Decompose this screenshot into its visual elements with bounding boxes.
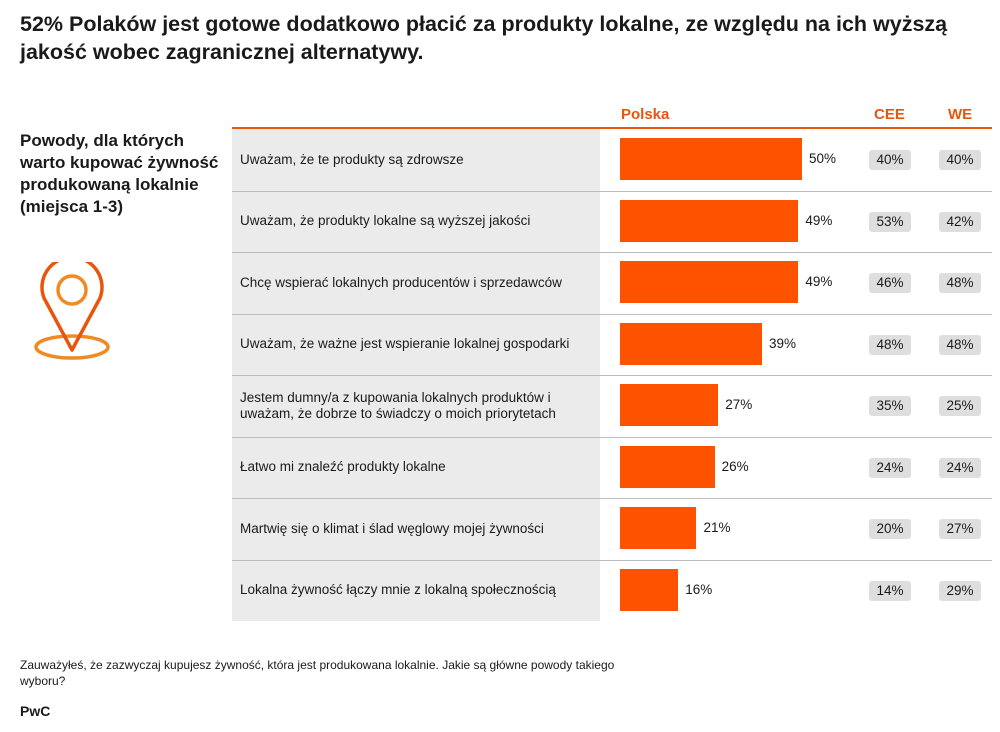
bar-value-label: 49% <box>805 212 833 228</box>
bar-value-label: 21% <box>703 520 731 535</box>
bar-value-label: 39% <box>768 335 796 351</box>
bar-value-label: 16% <box>685 581 713 597</box>
bar-polska <box>620 261 799 303</box>
bar-value-label: 50% <box>809 151 837 166</box>
cee-value: 24% <box>869 457 911 478</box>
we-value: 48% <box>939 273 981 293</box>
brand-logo: PwC <box>20 703 51 719</box>
row-separator <box>232 498 992 499</box>
column-header-we: WE <box>948 106 973 123</box>
cee-value: 40% <box>869 150 911 170</box>
we-value: 27% <box>939 519 981 539</box>
row-label: Lokalna żywność łączy mnie z lokalną spo… <box>240 582 556 598</box>
row-label: Chcę wspierać lokalnych producentów i sp… <box>240 274 562 290</box>
we-value: 29% <box>939 580 981 601</box>
bar-polska <box>620 138 802 180</box>
cee-value: 53% <box>869 211 911 232</box>
cee-value: 46% <box>869 273 911 293</box>
cee-value: 14% <box>869 580 911 601</box>
bar-value-label: 27% <box>725 397 753 412</box>
we-value: 42% <box>939 211 981 232</box>
row-label: Jestem dumny/a z kupowania lokalnych pro… <box>240 389 556 421</box>
row-separator <box>232 313 992 315</box>
row-label: Łatwo mi znaleźć produkty lokalne <box>240 459 446 475</box>
we-value: 40% <box>939 150 981 170</box>
cee-value: 20% <box>869 519 911 539</box>
column-header-cee: CEE <box>874 106 905 123</box>
row-separator <box>232 252 992 253</box>
we-value: 24% <box>939 457 981 478</box>
bar-value-label: 26% <box>721 458 749 474</box>
location-pin-icon <box>34 262 110 360</box>
row-separator <box>232 375 992 376</box>
row-label: Martwię się o klimat i ślad węglowy moje… <box>240 520 544 536</box>
row-separator <box>232 559 992 561</box>
chart-subtitle: Powody, dla których warto kupować żywnoś… <box>20 131 219 216</box>
column-header-polska: Polska <box>621 106 670 123</box>
row-separator <box>232 436 992 438</box>
page-title: 52% Polaków jest gotowe dodatkowo płacić… <box>20 12 948 64</box>
survey-question: Zauważyłeś, że zazwyczaj kupujesz żywnoś… <box>20 658 615 688</box>
cee-value: 48% <box>869 334 911 355</box>
row-separator <box>232 190 992 192</box>
bar-polska <box>620 199 799 242</box>
bar-polska <box>620 384 719 426</box>
we-value: 48% <box>939 334 981 355</box>
bar-value-label: 49% <box>805 274 833 289</box>
bar-polska <box>620 568 679 611</box>
bar-polska <box>620 507 697 549</box>
row-label: Uważam, że produkty lokalne są wyższej j… <box>240 213 531 229</box>
row-label: Uważam, że te produkty są zdrowsze <box>240 151 464 167</box>
bar-polska <box>620 445 715 488</box>
bar-polska <box>620 322 762 365</box>
cee-value: 35% <box>869 396 911 416</box>
header-rule <box>232 127 992 129</box>
we-value: 25% <box>939 396 981 416</box>
row-label: Uważam, że ważne jest wspieranie lokalne… <box>240 336 570 352</box>
